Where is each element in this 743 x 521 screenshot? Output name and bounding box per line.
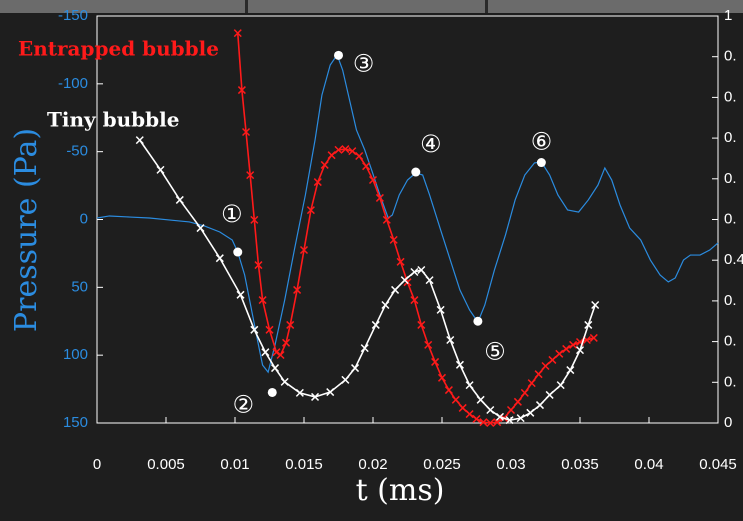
y2-tick-label: 0.	[724, 88, 737, 105]
x-tick-label: 0.02	[358, 456, 387, 473]
y-tick-label: 50	[71, 278, 88, 295]
y2-tick-label: 0.	[724, 170, 737, 187]
y2-tick-label: 1	[724, 7, 732, 24]
y2-tick-label: 0	[724, 414, 732, 431]
image-strip	[0, 0, 743, 13]
x-tick-label: 0.025	[423, 456, 461, 473]
annotation-label: ⑤	[484, 337, 506, 365]
y2-tick-label: 0.	[724, 48, 737, 65]
x-tick-label: 0.015	[285, 456, 323, 473]
annotation-dot	[268, 388, 277, 397]
annotation-dot	[411, 168, 420, 177]
annotation-label: ②	[233, 390, 255, 418]
x-tick-label: 0	[93, 456, 101, 473]
annotation-dot	[233, 248, 242, 257]
y-tick-label: -150	[58, 7, 88, 24]
y2-tick-label: 0.	[724, 292, 737, 309]
x-tick-label: 0.035	[561, 456, 599, 473]
y-tick-label: -100	[58, 75, 88, 92]
y2-tick-label: 0.	[724, 210, 737, 227]
y2-tick-label: 0.	[724, 129, 737, 146]
x-tick-label: 0.04	[634, 456, 663, 473]
y-tick-label: 150	[63, 414, 88, 431]
annotation-label: ③	[353, 49, 375, 77]
annotation-dot	[537, 158, 546, 167]
chart: 00.0050.010.0150.020.0250.030.0350.040.0…	[0, 0, 743, 521]
y2-tick-label: 0.	[724, 373, 737, 390]
series-label: Entrapped bubble	[18, 37, 219, 61]
annotation-dot	[473, 317, 482, 326]
x-tick-label: 0.005	[147, 456, 185, 473]
y-tick-label: -50	[66, 143, 88, 160]
series-label: Tiny bubble	[47, 108, 179, 132]
x-tick-label: 0.03	[496, 456, 525, 473]
background	[0, 0, 743, 521]
page: {"chart_data": { "type": "line", "xlabel…	[0, 0, 743, 521]
y-tick-label: 100	[63, 346, 88, 363]
image-strip-divider	[245, 0, 248, 13]
annotation-label: ⑥	[531, 128, 553, 156]
annotation-label: ①	[221, 200, 243, 228]
image-strip-divider	[485, 0, 488, 13]
y-axis-label: Pressure (Pa)	[9, 128, 44, 332]
y-tick-label: 0	[80, 210, 88, 227]
y2-tick-label: 0.4	[724, 251, 743, 268]
annotation-label: ④	[420, 130, 442, 158]
annotation-dot	[334, 51, 343, 60]
x-axis-label: t (ms)	[356, 473, 445, 508]
x-tick-label: 0.045	[699, 456, 737, 473]
y2-tick-label: 0.	[724, 333, 737, 350]
x-tick-label: 0.01	[220, 456, 249, 473]
